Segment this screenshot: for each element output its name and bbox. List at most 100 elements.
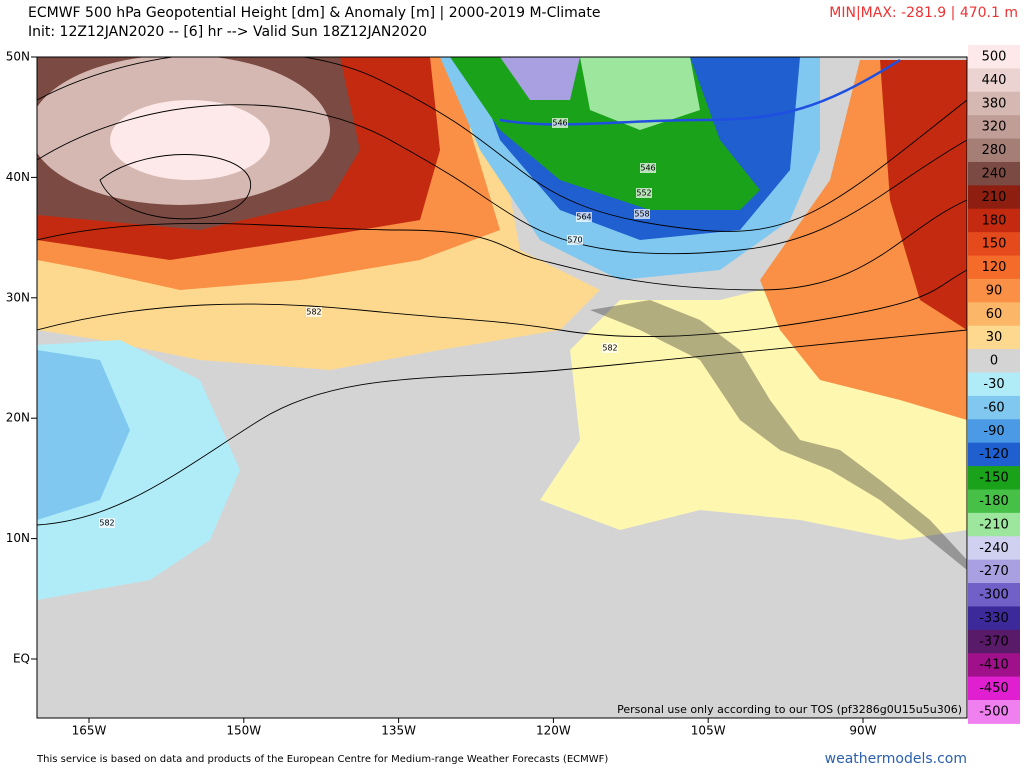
colorbar-swatch: [968, 302, 1020, 327]
lon-label: 105W: [691, 724, 726, 738]
colorbar-label: 210: [982, 190, 1007, 205]
contour-label: 552: [636, 189, 651, 198]
contour-label: 582: [306, 308, 321, 317]
colorbar-label: -330: [979, 611, 1009, 626]
colorbar-label: 30: [986, 330, 1003, 345]
colorbar-swatch: [968, 512, 1020, 537]
colorbar-swatch: [968, 45, 1020, 69]
colorbar-label: 180: [982, 213, 1007, 228]
colorbar-label: 240: [982, 166, 1007, 181]
colorbar-label: -180: [979, 494, 1009, 509]
colorbar-label: 320: [982, 120, 1007, 135]
colorbar: 500 440 380 320 280 240 210 180 150 120 90 60 30 0 -30…: [968, 45, 1020, 724]
colorbar-label: -240: [979, 541, 1009, 556]
colorbar-label: 0: [990, 354, 998, 369]
lon-label: 120W: [536, 724, 571, 738]
footer-site: weathermodels.com: [825, 751, 967, 767]
contour-label-bg: [634, 209, 650, 219]
colorbar-swatch: [968, 372, 1020, 397]
colorbar-swatch: [968, 395, 1020, 420]
colorbar-label: 500: [982, 50, 1007, 65]
lon-label: 165W: [72, 724, 107, 738]
anomaly-area: [500, 57, 580, 100]
contour-label-bg: [567, 235, 583, 245]
colorbar-swatch: [968, 536, 1020, 561]
contour-label: 582: [602, 344, 617, 353]
colorbar-swatch: [968, 185, 1020, 210]
contour-label-bg: [640, 163, 656, 173]
contour-label-bg: [552, 118, 568, 128]
colorbar-swatch: [968, 700, 1020, 724]
colorbar-label: -410: [979, 658, 1009, 673]
contour-label: 546: [640, 164, 655, 173]
title: ECMWF 500 hPa Geopotential Height [dm] &…: [28, 5, 600, 21]
lat-label: 20N: [6, 411, 30, 425]
colorbar-swatch: [968, 161, 1020, 186]
land: [590, 300, 967, 570]
lat-label: EQ: [13, 652, 30, 666]
colorbar-swatch: [968, 91, 1020, 116]
colorbar-swatch: [968, 489, 1020, 514]
colorbar-label: 120: [982, 260, 1007, 275]
colorbar-label: -270: [979, 564, 1009, 579]
colorbar-label: -150: [979, 471, 1009, 486]
colorbar-swatch: [968, 653, 1020, 678]
colorbar-swatch: [968, 325, 1020, 350]
lon-label: 135W: [381, 724, 416, 738]
colorbar-label: -370: [979, 634, 1009, 649]
colorbar-swatch: [968, 138, 1020, 163]
colorbar-label: 150: [982, 237, 1007, 252]
colorbar-swatch: [968, 442, 1020, 467]
contour-label: 570: [567, 236, 582, 245]
colorbar-label: -60: [983, 400, 1004, 415]
colorbar-label: -300: [979, 588, 1009, 603]
colorbar-swatch: [968, 255, 1020, 280]
colorbar-label: 380: [982, 96, 1007, 111]
contour-label-bg: [306, 307, 322, 317]
colorbar-swatch: [968, 466, 1020, 490]
map: 546 546 552 558 564 570 582 582 582 Personal use…: [36, 56, 968, 719]
anomaly-area: [880, 60, 967, 330]
contour-label-bg: [99, 518, 115, 528]
colorbar-swatch: [968, 115, 1020, 140]
colorbar-swatch: [968, 629, 1020, 654]
colorbar-swatch: [968, 232, 1020, 257]
anomaly-area: [110, 100, 270, 180]
colorbar-swatch: [968, 583, 1020, 607]
contour-label: 582: [99, 519, 114, 528]
anomaly-area: [580, 57, 700, 130]
map-frame: [36, 56, 968, 719]
colorbar-swatch: [968, 559, 1020, 584]
contour-label: 546: [552, 119, 567, 128]
contour-label: 564: [576, 213, 591, 222]
colorbar-label: 90: [986, 283, 1003, 298]
colorbar-label: -120: [979, 447, 1009, 462]
colorbar-swatch: [968, 676, 1020, 701]
minmax: MIN|MAX: -281.9 | 470.1 m: [829, 5, 1018, 21]
colorbar-swatch: [968, 208, 1020, 233]
lat-label: 30N: [6, 290, 30, 304]
colorbar-label: -30: [983, 377, 1004, 392]
lon-label: 90W: [849, 724, 876, 738]
anomaly-area: [37, 350, 130, 520]
colorbar-label: 440: [982, 73, 1007, 88]
colorbar-swatch: [968, 419, 1020, 444]
lat-label: 40N: [6, 170, 30, 184]
subtitle: Init: 12Z12JAN2020 -- [6] hr --> Valid S…: [28, 24, 427, 40]
contour-label: 558: [634, 210, 649, 219]
lon-label: 150W: [226, 724, 261, 738]
colorbar-swatch: [968, 278, 1020, 303]
colorbar-label: 280: [982, 143, 1007, 158]
footer-credit: This service is based on data and produc…: [36, 754, 608, 765]
tos-note: Personal use only according to our TOS (…: [617, 703, 962, 716]
colorbar-swatch: [968, 606, 1020, 631]
colorbar-swatch: [968, 349, 1020, 373]
contour-label-bg: [602, 343, 618, 353]
lat-label: 50N: [6, 50, 30, 64]
contour-label-bg: [636, 188, 652, 198]
colorbar-label: -500: [979, 705, 1009, 720]
contour-label-bg: [576, 212, 592, 222]
colorbar-label: -210: [979, 517, 1009, 532]
colorbar-label: -450: [979, 681, 1009, 696]
